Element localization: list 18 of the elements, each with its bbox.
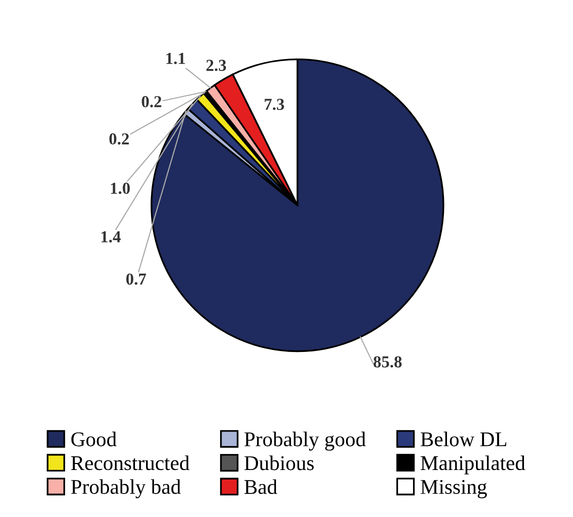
legend-label: Manipulated [420,455,526,474]
legend-label: Below DL [420,432,506,446]
data-label: 1.4 [101,231,121,242]
data-label: 2.3 [206,60,226,72]
legend-label: Reconstructed [71,455,190,470]
legend-label: Probably good [244,432,366,451]
legend-label: Missing [420,480,487,498]
legend-label: Dubious [244,456,314,470]
data-label: 85.8 [374,356,402,368]
data-label: 0.7 [126,273,146,285]
legend-label: Probably bad [71,479,181,498]
legend-label: Bad [244,479,278,494]
data-label: 0.2 [109,133,129,145]
legend-label: Good [71,432,117,446]
data-label: 1.0 [110,182,130,194]
data-label: 1.1 [166,52,186,64]
data-label: 7.3 [264,98,284,110]
data-label: 0.2 [142,96,162,108]
